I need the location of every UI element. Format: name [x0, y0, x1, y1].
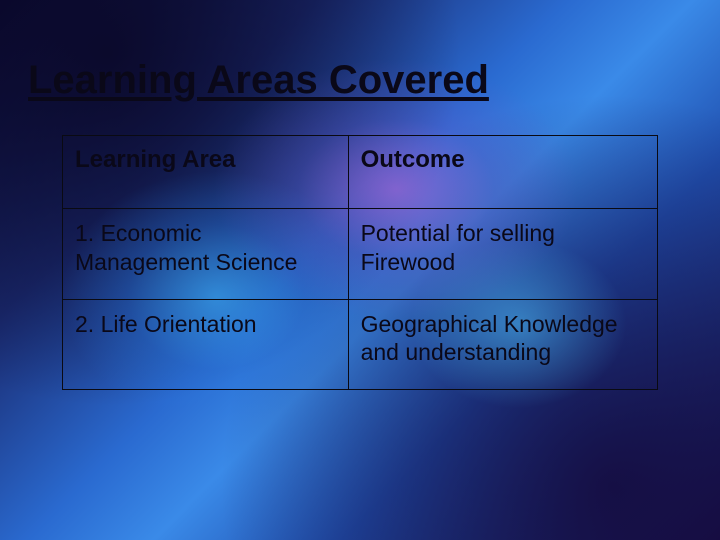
cell-outcome: Potential for selling Firewood [348, 209, 657, 300]
cell-learning-area: 1. Economic Management Science [63, 209, 349, 300]
table-container: Learning Area Outcome 1. Economic Manage… [62, 135, 658, 390]
table-row: 2. Life Orientation Geographical Knowled… [63, 299, 658, 390]
slide: Learning Areas Covered Learning Area Out… [0, 0, 720, 540]
column-header-outcome: Outcome [348, 136, 657, 209]
slide-title: Learning Areas Covered [28, 58, 692, 103]
column-header-learning-area: Learning Area [63, 136, 349, 209]
cell-outcome: Geographical Knowledge and understanding [348, 299, 657, 390]
learning-areas-table: Learning Area Outcome 1. Economic Manage… [62, 135, 658, 390]
table-row: 1. Economic Management Science Potential… [63, 209, 658, 300]
table-header-row: Learning Area Outcome [63, 136, 658, 209]
cell-learning-area: 2. Life Orientation [63, 299, 349, 390]
